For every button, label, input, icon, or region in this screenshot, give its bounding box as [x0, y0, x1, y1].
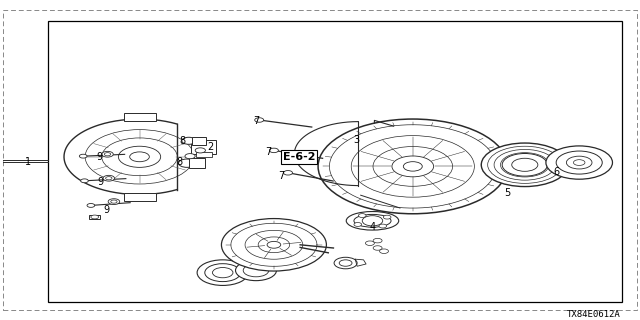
Circle shape — [373, 238, 382, 243]
Circle shape — [179, 159, 195, 167]
Text: 8: 8 — [179, 136, 186, 146]
Circle shape — [365, 241, 374, 245]
Circle shape — [103, 175, 115, 181]
Text: 7: 7 — [266, 147, 272, 157]
Circle shape — [104, 153, 111, 156]
Circle shape — [81, 179, 88, 183]
Circle shape — [481, 143, 568, 187]
Circle shape — [130, 152, 149, 162]
Circle shape — [403, 162, 422, 171]
Circle shape — [197, 260, 248, 285]
Circle shape — [91, 215, 99, 219]
Circle shape — [79, 154, 87, 158]
Circle shape — [358, 214, 366, 218]
Circle shape — [546, 146, 612, 179]
Circle shape — [502, 154, 547, 176]
Text: 9: 9 — [104, 204, 110, 215]
Circle shape — [334, 257, 357, 269]
FancyBboxPatch shape — [124, 113, 156, 121]
Bar — [196, 152, 211, 157]
Text: 2: 2 — [207, 142, 213, 152]
Circle shape — [111, 200, 117, 203]
Ellipse shape — [346, 212, 399, 230]
Circle shape — [392, 156, 434, 177]
Circle shape — [573, 160, 585, 165]
Bar — [89, 214, 100, 220]
FancyBboxPatch shape — [124, 193, 156, 201]
Text: 9: 9 — [97, 177, 104, 187]
Circle shape — [373, 246, 382, 250]
Circle shape — [185, 154, 195, 159]
Text: 6: 6 — [554, 167, 560, 177]
Circle shape — [380, 249, 388, 253]
Text: TX84E0612A: TX84E0612A — [567, 310, 621, 319]
Circle shape — [87, 204, 95, 207]
Circle shape — [106, 177, 112, 180]
Text: 5: 5 — [504, 188, 511, 198]
Circle shape — [362, 216, 383, 226]
Circle shape — [195, 148, 205, 153]
Text: 9: 9 — [96, 152, 102, 162]
Text: 7: 7 — [253, 116, 259, 126]
Circle shape — [267, 241, 281, 248]
Circle shape — [383, 215, 391, 219]
Circle shape — [512, 158, 538, 171]
Text: 8: 8 — [176, 156, 182, 167]
Circle shape — [236, 260, 276, 281]
Bar — [191, 140, 216, 154]
Text: E-6-2: E-6-2 — [283, 152, 315, 162]
Circle shape — [255, 118, 264, 122]
Bar — [192, 137, 206, 145]
Circle shape — [102, 151, 113, 157]
Circle shape — [182, 137, 196, 144]
Bar — [189, 158, 205, 168]
Text: 1: 1 — [25, 156, 31, 167]
Circle shape — [379, 224, 387, 228]
Circle shape — [269, 148, 278, 153]
Circle shape — [318, 119, 508, 214]
Circle shape — [108, 199, 120, 204]
Circle shape — [354, 222, 362, 226]
Circle shape — [284, 171, 292, 175]
Text: 4: 4 — [369, 221, 376, 232]
Circle shape — [221, 219, 326, 271]
Text: 7: 7 — [278, 171, 285, 181]
Text: 3: 3 — [353, 135, 360, 145]
